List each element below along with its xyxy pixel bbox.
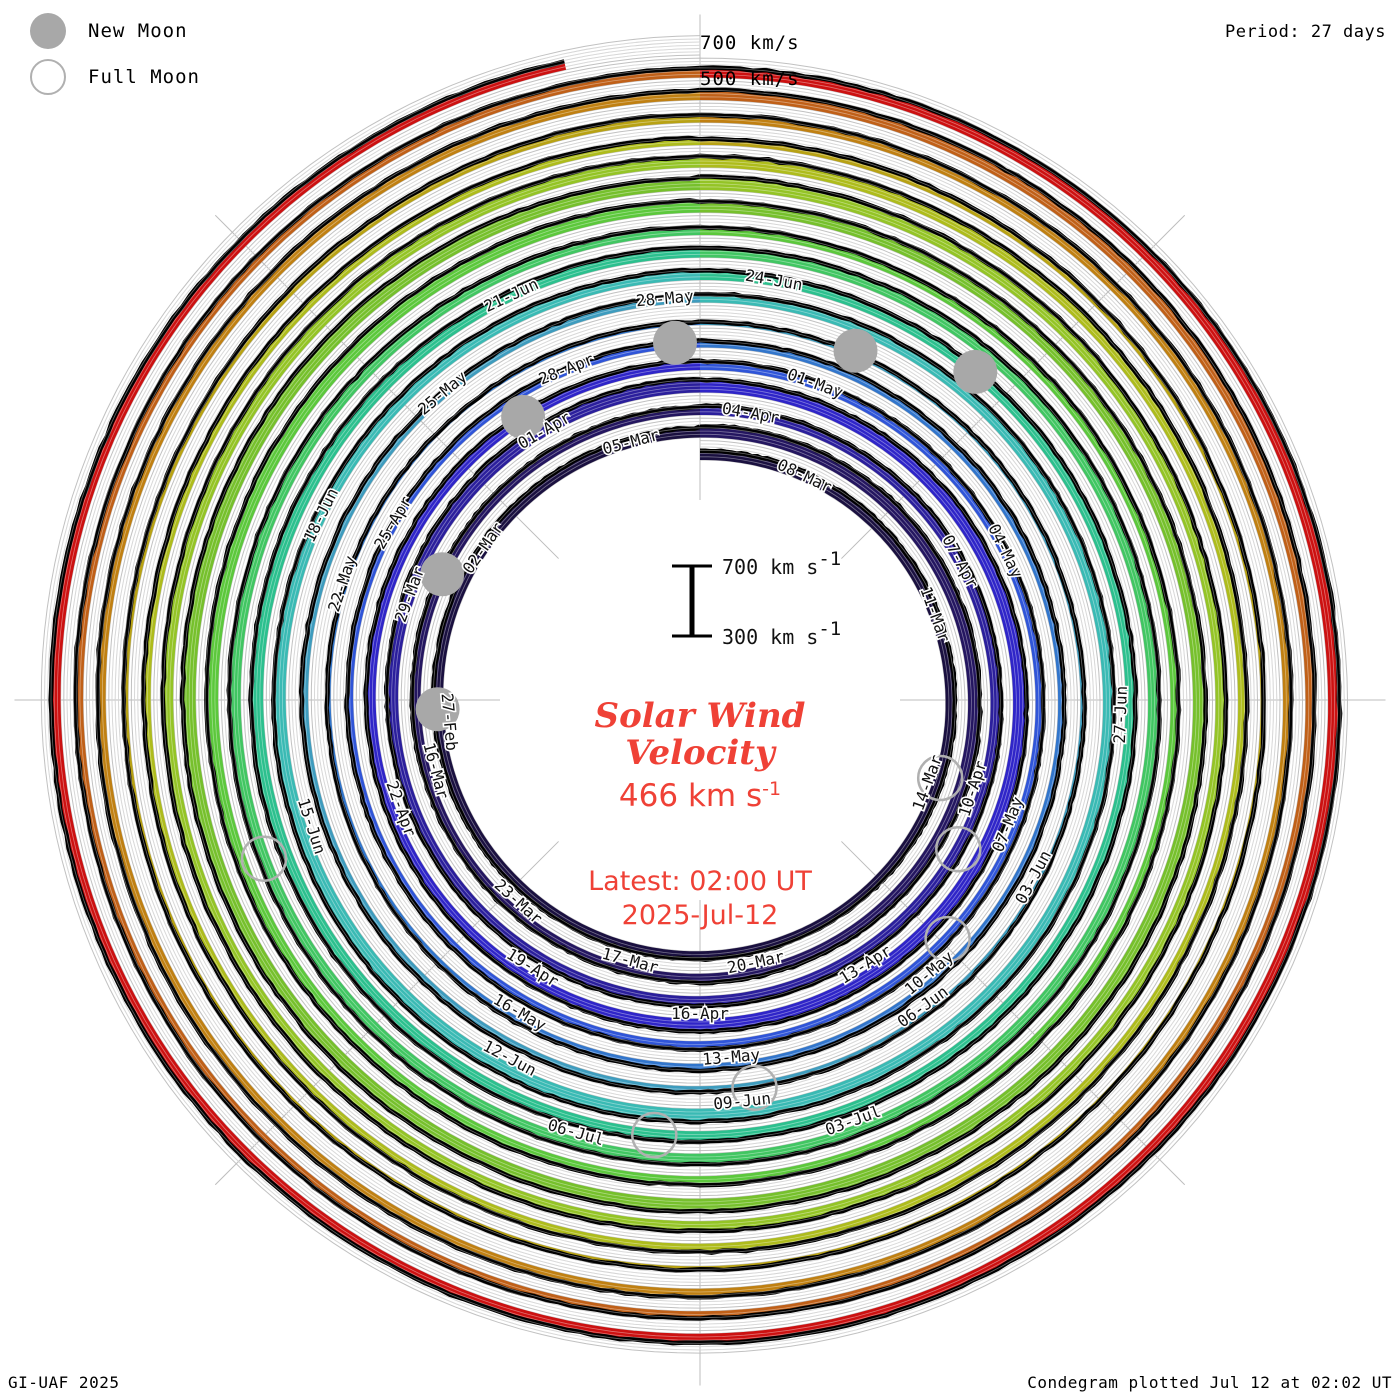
date-tick-label: 27-Jun <box>1110 685 1131 743</box>
center-readout: Solar Wind Velocity 466 km s-1 Latest: 0… <box>588 696 812 931</box>
new-moon-icon <box>30 13 66 49</box>
center-title-line2: Velocity <box>625 733 777 773</box>
velocity-trace <box>95 87 1294 1300</box>
footer-plotted: Condegram plotted Jul 12 at 02:02 UT <box>1027 1373 1392 1392</box>
new-moon-marker <box>953 349 998 394</box>
full-moon-marker <box>935 825 982 873</box>
moon-legend: New Moon Full Moon <box>20 8 200 100</box>
legend-item-new-moon: New Moon <box>20 8 200 54</box>
full-moon-marker <box>731 1064 778 1111</box>
center-latest-date: 2025-Jul-12 <box>622 900 779 931</box>
new-moon-marker <box>653 320 697 365</box>
velocity-trace <box>48 59 1343 1346</box>
velocity-trace <box>430 424 958 963</box>
velocity-trace <box>160 153 1229 1234</box>
velocity-trace <box>271 267 1117 1125</box>
velocity-trace <box>324 319 1067 1074</box>
full-moon-marker <box>916 754 964 802</box>
velocity-trace <box>383 376 1004 1009</box>
full-moon-marker <box>924 915 971 963</box>
full-moon-marker <box>631 1111 678 1159</box>
velocity-trace <box>226 224 1162 1168</box>
date-tick-label: 16-Apr <box>671 1004 729 1023</box>
gridline-label-500: 500 km/s <box>700 68 800 90</box>
velocity-trace <box>298 291 1088 1095</box>
full-moon-marker <box>240 835 288 882</box>
legend-item-full-moon: Full Moon <box>20 54 200 100</box>
center-value: 466 km s-1 <box>619 778 781 814</box>
period-label: Period: 27 days <box>1224 22 1386 42</box>
velocity-trace <box>140 135 1250 1255</box>
velocity-trace <box>73 65 1317 1321</box>
radial-axis-labels: 700 km/s 500 km/s <box>700 32 800 90</box>
gridline-label-700: 700 km/s <box>700 32 800 54</box>
legend-label-new-moon: New Moon <box>88 20 188 42</box>
new-moon-marker <box>833 328 878 373</box>
scalebar-bottom-label: 300 km s-1 <box>722 618 841 649</box>
velocity-trace <box>363 358 1030 1034</box>
velocity-trace <box>204 198 1182 1188</box>
center-latest-time: Latest: 02:00 UT <box>588 866 812 897</box>
date-tick-label: 13-May <box>702 1045 762 1069</box>
moon-markers <box>240 320 998 1159</box>
full-moon-icon <box>30 59 66 95</box>
legend-label-full-moon: Full Moon <box>88 66 200 88</box>
scalebar-top-label: 700 km s-1 <box>722 548 841 579</box>
new-moon-marker <box>415 687 460 732</box>
date-tick-label: 28-May <box>635 286 695 310</box>
velocity-trace <box>179 174 1209 1215</box>
velocity-scalebar: 700 km s-1 300 km s-1 <box>672 548 841 649</box>
footer-credit: GI-UAF 2025 <box>8 1373 120 1392</box>
velocity-trace <box>248 245 1139 1145</box>
center-title-line1: Solar Wind <box>595 696 806 736</box>
new-moon-marker <box>420 552 465 597</box>
velocity-trace <box>121 112 1266 1273</box>
velocity-trace <box>344 337 1046 1053</box>
new-moon-marker <box>501 394 546 439</box>
spiral-bands <box>44 38 1345 1351</box>
